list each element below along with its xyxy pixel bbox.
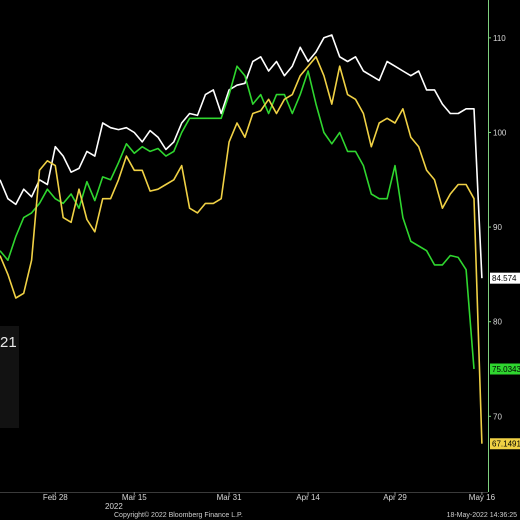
legend-fragment: 21	[0, 334, 17, 351]
x-tick-label: May 16	[469, 493, 496, 502]
x-tick-label: Mar 31	[217, 493, 242, 502]
y-tick-label: 70	[493, 412, 502, 421]
last-value-label: 84.574	[492, 274, 517, 283]
x-tick-label: Mar 15	[122, 493, 147, 502]
last-value-tag	[490, 363, 520, 375]
timestamp-text: 18-May-2022 14:36:25	[447, 512, 518, 519]
last-value-tags: 84.574 75.0343 67.1491	[490, 272, 520, 450]
series-line-1	[0, 34, 483, 279]
last-value-tag	[490, 438, 520, 450]
y-tick-label: 90	[493, 223, 502, 232]
copyright-text: Copyright© 2022 Bloomberg Finance L.P.	[114, 511, 243, 519]
y-axis-ticks: 70 80 90 100 110	[488, 34, 507, 421]
y-tick-label: 110	[493, 34, 506, 43]
x-tick-label: Apr 29	[383, 493, 407, 502]
series-line-2	[0, 65, 475, 370]
y-tick-label: 100	[493, 128, 507, 137]
series-line-3	[0, 55, 483, 444]
x-tick-label: Feb 28	[43, 493, 68, 502]
x-axis-ticks: Feb 28 Mar 15 Mar 31 Apr 14 Apr 29 May 16	[43, 492, 496, 502]
legend-panel: 21	[0, 326, 19, 428]
last-value-tag	[490, 272, 520, 284]
y-tick-label: 80	[493, 318, 502, 327]
series-lines	[0, 34, 483, 444]
last-value-label: 75.0343	[492, 365, 520, 374]
last-value-label: 67.1491	[492, 440, 520, 449]
year-label: 2022	[105, 502, 123, 511]
x-tick-label: Apr 14	[296, 493, 320, 502]
